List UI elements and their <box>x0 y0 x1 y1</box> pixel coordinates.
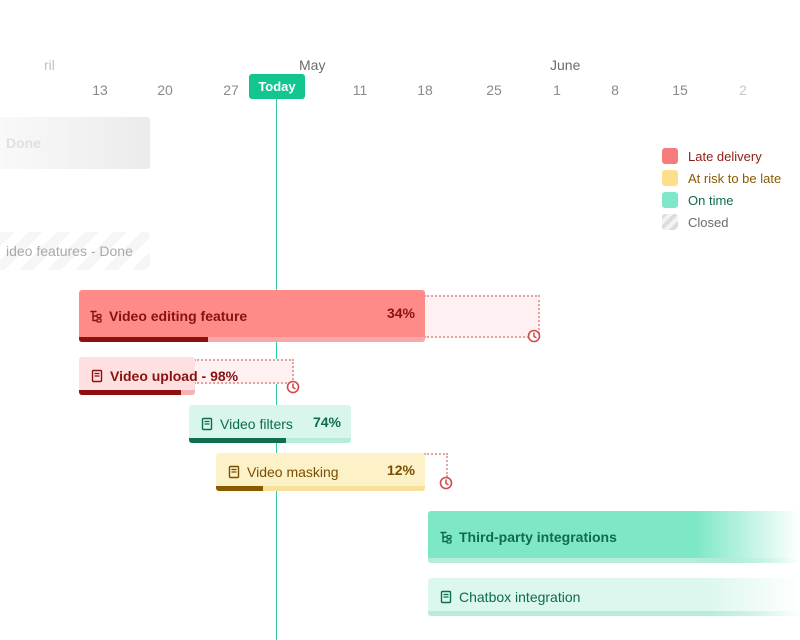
month-label-june: June <box>550 57 581 73</box>
progress-fill <box>79 390 181 395</box>
story-icon <box>440 590 452 604</box>
progress-track <box>79 337 425 342</box>
legend-swatch <box>662 148 678 164</box>
bar-label: Video filters <box>220 416 293 432</box>
bar-chatbox-integration[interactable]: Chatbox integration <box>428 578 800 616</box>
progress-track <box>428 611 800 616</box>
legend-label: Late delivery <box>688 148 762 164</box>
bar-label: Video editing feature <box>109 308 248 324</box>
date-tick: 20 <box>157 82 173 98</box>
month-label-april: ril <box>44 57 55 73</box>
date-tick: 18 <box>417 82 433 98</box>
bar-label: Chatbox integration <box>459 589 581 605</box>
bar-label: Done <box>6 135 41 151</box>
closed-bar-video-features[interactable]: ideo features - Done <box>0 232 150 270</box>
story-icon <box>228 465 240 479</box>
legend-item-on-time: On time <box>662 189 781 211</box>
epic-icon <box>440 531 452 544</box>
clock-icon <box>439 476 453 490</box>
date-tick: 25 <box>486 82 502 98</box>
bar-label: Third-party integrations <box>459 529 617 545</box>
delay-extension <box>424 453 448 477</box>
bar-video-filters[interactable]: Video filters 74% <box>189 405 351 443</box>
legend-item-late: Late delivery <box>662 145 781 167</box>
legend-swatch <box>662 214 678 230</box>
epic-icon <box>90 310 102 323</box>
date-tick: 2 <box>739 82 747 98</box>
clock-icon <box>286 380 300 394</box>
today-marker[interactable]: Today <box>249 74 305 99</box>
legend-item-closed: Closed <box>662 211 781 233</box>
month-label-may: May <box>299 57 326 73</box>
date-tick: 27 <box>223 82 239 98</box>
bar-label: Video masking <box>247 464 339 480</box>
bar-label: ideo features - Done <box>6 243 133 259</box>
progress-track <box>189 438 351 443</box>
clock-icon <box>527 329 541 343</box>
bar-video-upload[interactable]: Video upload - 98% <box>79 357 238 395</box>
delay-extension <box>194 359 294 384</box>
date-tick: 8 <box>611 82 619 98</box>
bar-label: Video upload - 98% <box>110 368 239 384</box>
status-legend: Late delivery At risk to be late On time… <box>662 145 781 233</box>
bar-video-editing-feature[interactable]: Video editing feature 34% <box>79 290 425 342</box>
legend-swatch <box>662 170 678 186</box>
legend-label: On time <box>688 192 734 208</box>
legend-swatch <box>662 192 678 208</box>
story-icon <box>201 417 213 431</box>
story-icon <box>91 369 103 383</box>
progress-track <box>79 390 195 395</box>
progress-track <box>216 486 425 491</box>
bar-video-masking[interactable]: Video masking 12% <box>216 453 425 491</box>
legend-item-at-risk: At risk to be late <box>662 167 781 189</box>
date-tick: 15 <box>672 82 688 98</box>
legend-label: Closed <box>688 214 729 230</box>
closed-bar-done[interactable]: Done <box>0 117 150 169</box>
bar-third-party-integrations[interactable]: Third-party integrations <box>428 511 800 563</box>
bar-percent: 12% <box>386 462 415 478</box>
progress-fill <box>79 337 208 342</box>
bar-percent: 74% <box>312 414 341 430</box>
date-tick: 1 <box>553 82 561 98</box>
progress-fill <box>189 438 286 443</box>
progress-track <box>428 558 800 563</box>
date-tick: 11 <box>352 82 368 98</box>
delay-extension <box>424 295 540 338</box>
date-tick: 13 <box>92 82 108 98</box>
bar-percent: 34% <box>386 305 415 321</box>
legend-label: At risk to be late <box>688 170 782 186</box>
progress-fill <box>216 486 263 491</box>
